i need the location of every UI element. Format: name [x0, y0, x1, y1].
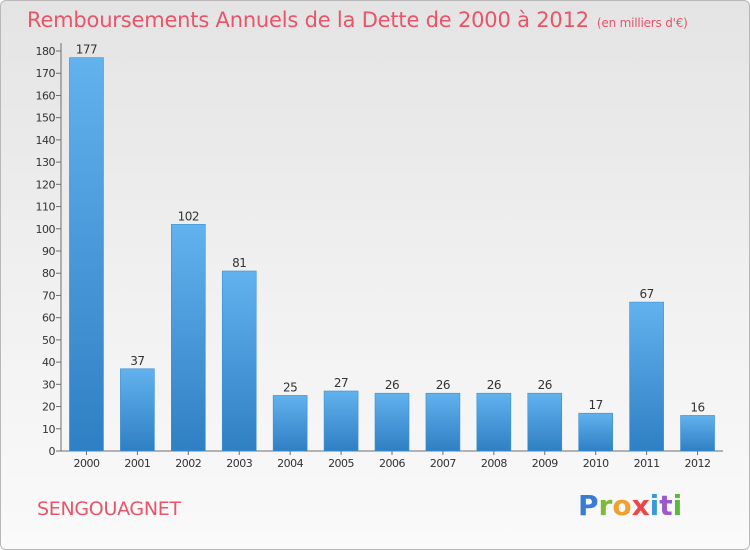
- y-tick-label: 70: [42, 289, 55, 302]
- bar-2002: [171, 224, 206, 452]
- bar-2001: [120, 368, 155, 452]
- bar-value-label: 177: [76, 43, 97, 57]
- bar-2009: [527, 392, 563, 452]
- bar-2003: [221, 270, 257, 452]
- y-tick-label: 50: [42, 334, 55, 347]
- chart-title-text: Remboursements Annuels de la Dette de 20…: [27, 8, 589, 32]
- bar-2008: [476, 392, 512, 452]
- bar-2006: [374, 392, 410, 452]
- y-tick-label: 150: [36, 112, 56, 125]
- x-tick-label: 2010: [583, 457, 609, 470]
- bar-value-label: 37: [130, 354, 144, 368]
- commune-name: SENGOUAGNET: [37, 498, 181, 520]
- x-tick-label: 2007: [430, 457, 456, 470]
- bar-value-label: 26: [385, 378, 399, 392]
- y-tick-label: 170: [36, 67, 56, 80]
- y-tick-label: 180: [36, 45, 56, 58]
- bar-2011: [629, 301, 664, 452]
- x-tick-label: 2003: [226, 457, 252, 470]
- y-tick-label: 110: [36, 201, 56, 214]
- x-tick-label: 2012: [685, 457, 711, 470]
- chart-title: Remboursements Annuels de la Dette de 20…: [27, 8, 688, 32]
- x-tick-label: 2009: [532, 457, 558, 470]
- bar-2005: [323, 390, 359, 452]
- chart-unit: (en milliers d'€): [596, 16, 688, 30]
- y-tick-label: 120: [36, 178, 56, 191]
- x-tick-label: 2005: [328, 457, 354, 470]
- bar-value-label: 81: [232, 256, 246, 270]
- y-tick-label: 140: [36, 134, 56, 147]
- x-tick-label: 2008: [481, 457, 507, 470]
- y-tick-label: 0: [49, 445, 56, 458]
- y-tick-label: 30: [42, 378, 55, 391]
- bar-value-label: 25: [283, 380, 297, 394]
- bar-2010: [578, 412, 613, 452]
- proxiti-logo: Proxiti: [578, 489, 683, 522]
- bar-2004: [272, 395, 308, 452]
- y-tick-label: 80: [42, 267, 55, 280]
- y-tick-label: 60: [42, 312, 55, 325]
- y-tick-label: 10: [42, 423, 55, 436]
- y-tick-label: 40: [42, 356, 55, 369]
- y-tick-label: 160: [36, 89, 56, 102]
- bar-value-label: 16: [690, 400, 704, 414]
- y-tick-label: 130: [36, 156, 56, 169]
- bar-value-label: 26: [436, 378, 450, 392]
- bar-value-label: 102: [178, 209, 199, 223]
- bar-value-label: 27: [334, 376, 348, 390]
- bar-2000: [69, 57, 104, 452]
- x-tick-label: 2006: [379, 457, 405, 470]
- bar-2007: [425, 392, 461, 452]
- x-tick-label: 2004: [277, 457, 303, 470]
- bar-value-label: 26: [538, 378, 552, 392]
- bar-value-label: 26: [487, 378, 501, 392]
- y-tick-label: 20: [42, 401, 55, 414]
- x-tick-label: 2001: [124, 457, 150, 470]
- x-tick-label: 2000: [73, 457, 99, 470]
- bar-value-label: 67: [639, 287, 653, 301]
- bar-value-label: 17: [589, 398, 603, 412]
- y-tick-label: 100: [36, 223, 56, 236]
- y-tick-label: 90: [42, 245, 55, 258]
- x-tick-label: 2011: [634, 457, 660, 470]
- x-tick-label: 2002: [175, 457, 201, 470]
- bar-2012: [680, 415, 715, 452]
